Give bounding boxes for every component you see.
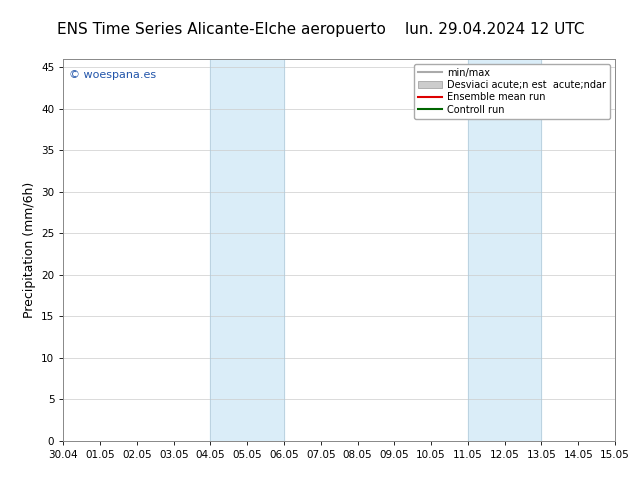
Text: © woespana.es: © woespana.es (69, 70, 156, 80)
Text: ENS Time Series Alicante-Elche aeropuerto: ENS Time Series Alicante-Elche aeropuert… (58, 22, 386, 37)
Bar (468, 59, 541, 441)
Legend: min/max, Desviaci acute;n est  acute;ndar, Ensemble mean run, Controll run: min/max, Desviaci acute;n est acute;ndar… (414, 64, 610, 119)
Bar (210, 59, 284, 441)
Text: lun. 29.04.2024 12 UTC: lun. 29.04.2024 12 UTC (404, 22, 585, 37)
Y-axis label: Precipitation (mm/6h): Precipitation (mm/6h) (23, 182, 36, 318)
